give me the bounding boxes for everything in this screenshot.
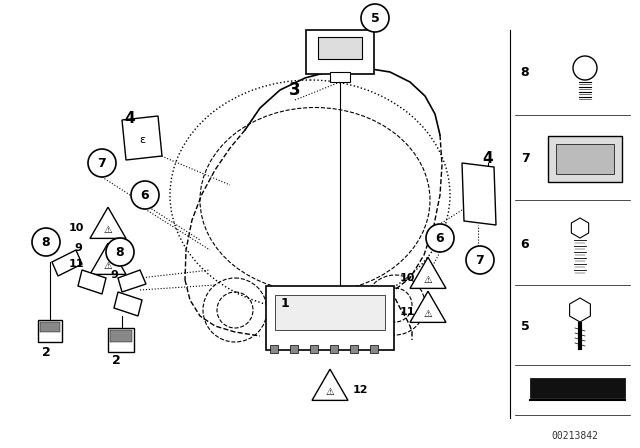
Text: ⚠: ⚠ (104, 225, 113, 235)
Text: 10: 10 (68, 223, 84, 233)
Text: 8: 8 (116, 246, 124, 258)
Text: 11: 11 (68, 259, 84, 269)
Bar (330, 345, 338, 353)
Circle shape (361, 4, 389, 32)
Bar (310, 345, 318, 353)
Text: 4: 4 (483, 151, 493, 165)
Text: 3: 3 (289, 81, 301, 99)
Text: 7: 7 (520, 151, 529, 164)
Bar (350, 345, 358, 353)
Text: ⚠: ⚠ (326, 387, 334, 397)
Text: 5: 5 (520, 319, 529, 332)
Text: 8: 8 (521, 65, 529, 78)
Polygon shape (114, 292, 142, 316)
Text: ⚠: ⚠ (424, 275, 433, 285)
Text: 00213842: 00213842 (552, 431, 598, 441)
Text: 9: 9 (74, 243, 82, 253)
Polygon shape (52, 250, 82, 276)
Circle shape (32, 228, 60, 256)
Polygon shape (312, 369, 348, 401)
Text: ⚠: ⚠ (104, 261, 113, 271)
Polygon shape (410, 257, 446, 289)
Circle shape (466, 246, 494, 274)
Polygon shape (118, 270, 146, 292)
Text: 7: 7 (476, 254, 484, 267)
Text: 12: 12 (352, 385, 368, 395)
Text: 8: 8 (42, 236, 51, 249)
Polygon shape (122, 116, 162, 160)
Bar (110, 330, 132, 342)
Circle shape (426, 224, 454, 252)
Bar (330, 72, 350, 82)
Text: 5: 5 (371, 12, 380, 25)
Text: 6: 6 (436, 232, 444, 245)
Text: 9: 9 (110, 270, 118, 280)
Bar (108, 328, 134, 352)
Bar (40, 322, 60, 332)
Text: 2: 2 (112, 353, 121, 366)
Bar (530, 378, 625, 398)
FancyBboxPatch shape (266, 286, 394, 350)
Polygon shape (410, 291, 446, 323)
Bar (318, 37, 362, 59)
Text: 6: 6 (141, 189, 149, 202)
Bar (270, 345, 278, 353)
Text: 7: 7 (98, 156, 106, 169)
Bar (370, 345, 378, 353)
Circle shape (88, 149, 116, 177)
Text: 1: 1 (280, 297, 289, 310)
Polygon shape (90, 243, 126, 274)
Bar (275, 295, 385, 330)
Polygon shape (90, 207, 126, 238)
Bar (38, 320, 62, 342)
Text: ε: ε (139, 135, 145, 145)
Circle shape (131, 181, 159, 209)
Text: 10: 10 (399, 273, 415, 283)
Text: 4: 4 (125, 111, 135, 125)
Bar (290, 345, 298, 353)
Text: ⚠: ⚠ (424, 309, 433, 319)
Polygon shape (78, 270, 106, 294)
Text: 6: 6 (521, 237, 529, 250)
FancyBboxPatch shape (306, 30, 374, 74)
Text: 11: 11 (399, 307, 415, 317)
Polygon shape (462, 163, 496, 225)
Bar (556, 144, 614, 174)
Circle shape (106, 238, 134, 266)
FancyBboxPatch shape (548, 136, 622, 182)
Text: 2: 2 (42, 345, 51, 358)
